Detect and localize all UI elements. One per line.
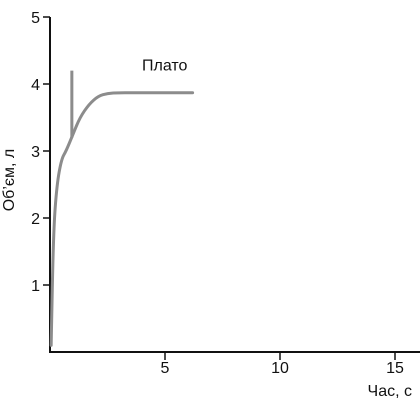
x-tick-label: 5	[161, 360, 170, 377]
y-tick-label: 5	[31, 10, 40, 27]
plateau-annotation: Плато	[142, 58, 188, 75]
x-tick-label: 15	[386, 360, 404, 377]
ticks: 5 10 15 1 2 3 4 5	[31, 10, 404, 377]
x-axis-label: Час, с	[368, 383, 412, 400]
y-tick-label: 2	[31, 211, 40, 228]
y-tick-label: 1	[31, 278, 40, 295]
series	[51, 71, 192, 346]
axes	[50, 17, 420, 353]
y-axis-label: Об’єм, л	[1, 149, 18, 212]
y-tick-label: 3	[31, 144, 40, 161]
annotations: Плато	[142, 58, 188, 75]
y-tick-label: 4	[31, 77, 40, 94]
x-tick-label: 10	[271, 360, 289, 377]
